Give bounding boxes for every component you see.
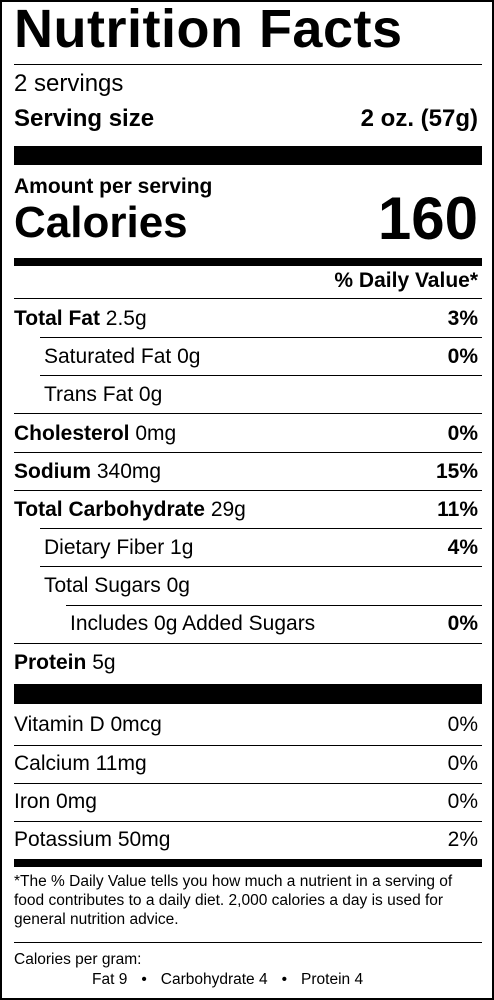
nutrient-row-protein: Protein 5g (14, 651, 116, 675)
vitamin-row-vitamin-d: Vitamin D 0mcg (14, 713, 162, 736)
vitamin-dv: 2% (447, 828, 478, 851)
nutrient-amount: 1g (170, 536, 194, 559)
vitamin-dv: 0% (447, 790, 478, 813)
nutrient-name: Includes 0g Added Sugars (70, 612, 316, 635)
nutrient-amount: 0g (177, 345, 201, 368)
nutrient-row-cholesterol: Cholesterol 0mg (14, 422, 176, 446)
nutrient-row-sodium: Sodium 340mg (14, 460, 161, 484)
nutrient-name: Total Fat (14, 307, 100, 330)
nutrient-amount: 29g (210, 498, 246, 521)
vitamin-row-calcium: Calcium 11mg (14, 752, 147, 775)
vitamin-dv: 0% (447, 752, 478, 775)
calories-divider (14, 258, 482, 266)
bullet-separator: • (281, 971, 288, 988)
nutrient-name: Protein (14, 651, 87, 674)
nutrient-row-added-sugars: Includes 0g Added Sugars (70, 612, 315, 636)
nutrient-row-total-sugars: Total Sugars 0g (44, 574, 190, 598)
thick-divider-middle (14, 684, 482, 704)
nutrient-amount: 2.5g (105, 307, 147, 330)
nutrient-row-total-fat: Total Fat 2.5g (14, 307, 147, 331)
nutrient-row-total-carbohydrate: Total Carbohydrate 29g (14, 498, 246, 522)
nutrient-dv: 0% (447, 345, 478, 368)
thick-divider-bottom (14, 859, 482, 867)
nutrient-dv: 0% (447, 422, 478, 445)
vitamin-row-potassium: Potassium 50mg (14, 828, 171, 851)
calories-value: 160 (377, 185, 478, 252)
amount-per-serving: Amount per serving (14, 175, 213, 198)
daily-value-header: % Daily Value* (334, 269, 478, 292)
row-divider (14, 643, 482, 644)
servings-count: 2 servings (14, 70, 124, 97)
bullet-separator: • (141, 971, 147, 988)
nutrient-name: Saturated Fat (44, 345, 172, 368)
row-divider (66, 605, 482, 606)
row-divider (14, 413, 482, 414)
nutrient-amount: 0g (166, 574, 190, 597)
nutrient-row-saturated-fat: Saturated Fat 0g (44, 345, 200, 369)
calories-per-gram-label: Calories per gram: (14, 951, 142, 968)
row-divider (40, 528, 482, 529)
nutrient-name: Cholesterol (14, 422, 130, 445)
row-divider (14, 821, 482, 822)
nutrient-amount: 340mg (96, 460, 162, 483)
nutrient-row-dietary-fiber: Dietary Fiber 1g (44, 536, 193, 560)
cpg-protein: Protein 4 (301, 971, 364, 988)
thick-divider-top (14, 146, 482, 165)
nutrient-dv: 0% (447, 612, 478, 635)
nutrient-amount: 0mg (135, 422, 177, 445)
title-divider (14, 64, 482, 65)
nutrient-dv: 15% (435, 460, 478, 483)
nutrient-amount: 5g (92, 651, 116, 674)
nutrient-name: Sodium (14, 460, 91, 483)
row-divider (14, 783, 482, 784)
serving-size-value: 2 oz. (57g) (360, 105, 478, 132)
row-divider (14, 490, 482, 491)
serving-size-label: Serving size (14, 105, 155, 132)
nutrient-name: Total Carbohydrate (14, 498, 205, 521)
calories-label: Calories (14, 198, 188, 247)
row-divider (14, 745, 482, 746)
daily-value-footnote: *The % Daily Value tells you how much a … (14, 873, 453, 928)
row-divider (14, 298, 482, 299)
nutrient-amount: 0g (138, 383, 163, 406)
nutrient-name: Trans Fat (44, 383, 134, 406)
label-title: Nutrition Facts (14, 0, 403, 59)
row-divider (40, 375, 482, 376)
row-divider (40, 337, 482, 338)
cpg-carbohydrate: Carbohydrate 4 (160, 971, 268, 988)
row-divider (40, 566, 482, 567)
nutrient-row-trans-fat: Trans Fat 0g (44, 383, 162, 407)
nutrient-name: Total Sugars (44, 574, 161, 597)
nutrient-dv: 4% (447, 536, 478, 559)
cpg-fat: Fat 9 (92, 971, 128, 988)
nutrient-name: Dietary Fiber (44, 536, 165, 559)
vitamin-dv: 0% (447, 713, 478, 736)
calories-per-gram-list: Fat 9 • Carbohydrate 4 • Protein 4 (92, 971, 363, 989)
vitamin-row-iron: Iron 0mg (14, 790, 97, 813)
nutrient-dv: 3% (447, 307, 478, 330)
footnote-divider (14, 942, 482, 943)
nutrient-dv: 11% (437, 498, 478, 521)
row-divider (14, 452, 482, 453)
